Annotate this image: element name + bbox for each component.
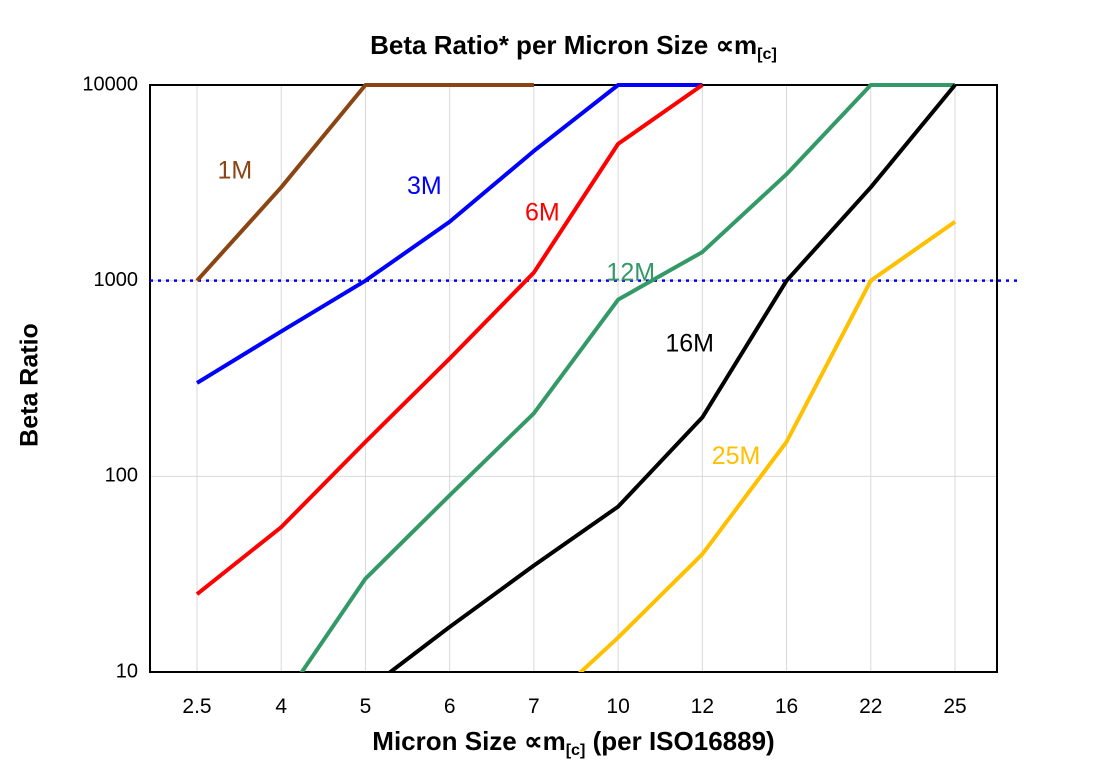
x-tick-label: 16	[775, 695, 798, 718]
x-axis-title-main: Micron Size ∝m	[372, 726, 566, 756]
series-line-6M	[195, 83, 704, 596]
x-axis-title: Micron Size ∝m[c] (per ISO16889)	[150, 726, 997, 760]
x-tick-label: 7	[528, 695, 540, 718]
x-tick-label: 22	[859, 695, 882, 718]
series-line-3M	[195, 83, 703, 385]
series-label-12M: 12M	[606, 259, 655, 287]
plot-border	[149, 84, 998, 673]
x-tick-label: 10	[606, 695, 629, 718]
x-tick-label: 12	[691, 695, 714, 718]
series-label-25M: 25M	[712, 442, 761, 470]
chart-title-subscript: [c]	[757, 44, 777, 63]
series-line-16M	[387, 83, 957, 672]
series-label-16M: 16M	[665, 329, 714, 357]
x-axis-title-suffix: (per ISO16889)	[585, 726, 775, 756]
series-line-25M	[577, 220, 957, 672]
series-label-3M: 3M	[407, 172, 442, 200]
x-tick-label: 25	[943, 695, 966, 718]
series-label-6M: 6M	[525, 198, 560, 226]
y-tick-label: 100	[105, 465, 138, 487]
chart-title: Beta Ratio* per Micron Size ∝m[c]	[150, 30, 997, 64]
x-tick-label: 5	[360, 695, 372, 718]
series-line-1M	[195, 83, 534, 283]
y-axis-title: Beta Ratio	[15, 323, 44, 447]
series-group	[195, 83, 957, 672]
series-line-12M	[299, 83, 955, 672]
x-axis-title-subscript: [c]	[565, 740, 586, 759]
x-tick-label: 6	[444, 695, 456, 718]
x-tick-label: 2.5	[182, 695, 211, 718]
x-tick-label: 4	[275, 695, 287, 718]
y-tick-label: 10000	[82, 73, 138, 95]
y-tick-label: 1000	[94, 269, 139, 291]
y-tick-label: 10	[116, 660, 138, 682]
series-label-1M: 1M	[218, 156, 253, 184]
chart-title-main: Beta Ratio* per Micron Size ∝m	[370, 30, 758, 60]
